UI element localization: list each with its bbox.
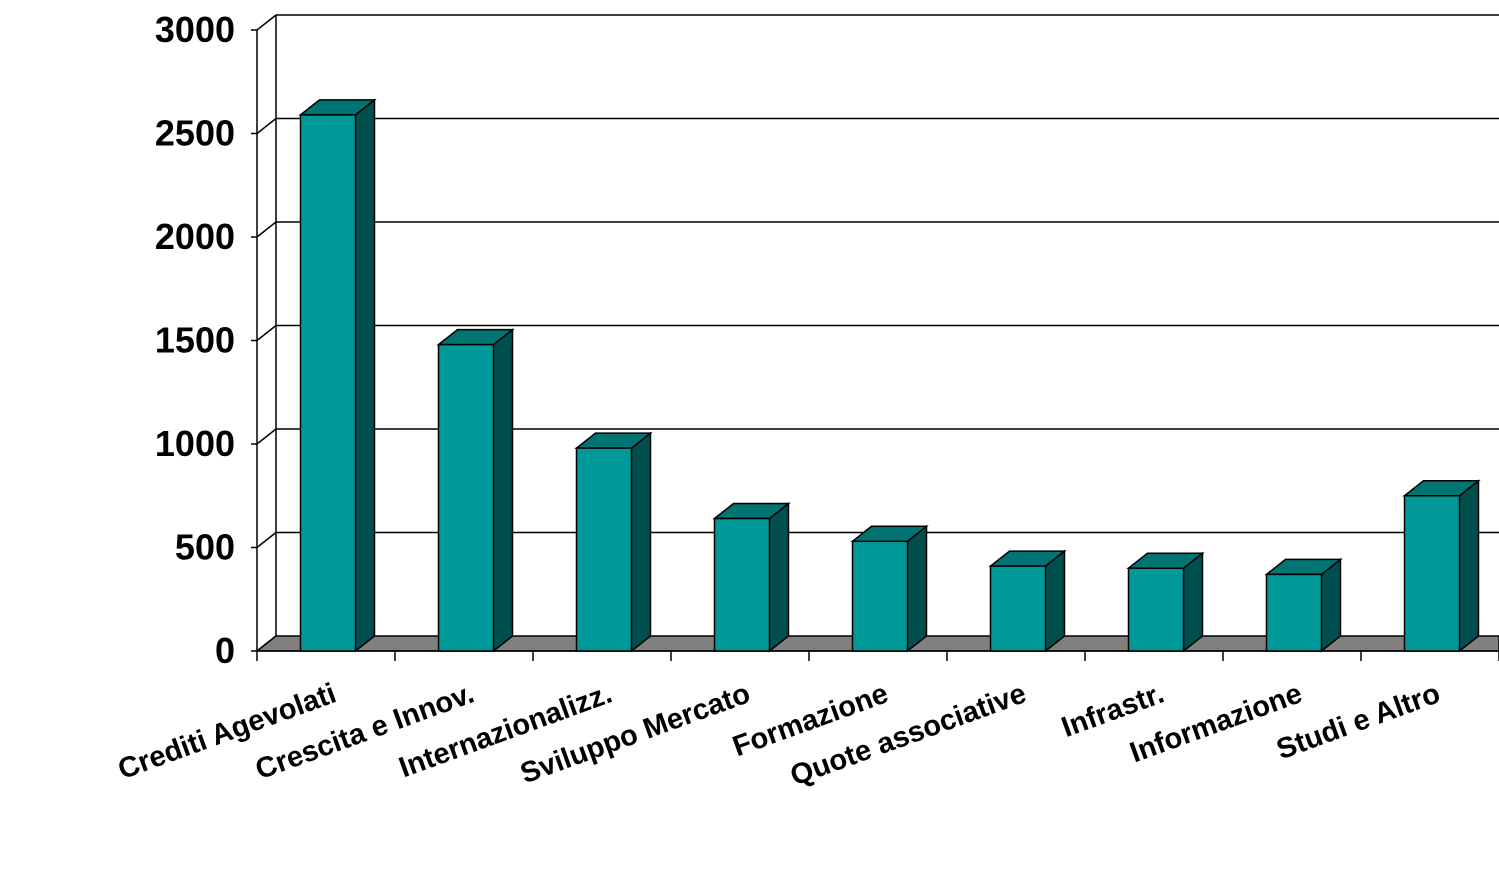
gridline-connector [256, 221, 277, 238]
bar-front [1265, 573, 1323, 652]
bar-side [1320, 557, 1342, 653]
bar-side [1044, 549, 1066, 653]
bar-front [1127, 567, 1185, 652]
bar [574, 431, 653, 653]
gridline-connector [256, 428, 277, 445]
bar-front [437, 343, 495, 652]
bar [1264, 557, 1343, 653]
bar-front [575, 447, 633, 652]
bar-side [768, 501, 790, 653]
y-tick-label: 1500 [155, 320, 235, 361]
bar-side [1458, 479, 1480, 653]
bar [436, 328, 515, 653]
gridline-connector [256, 324, 277, 342]
bar [1126, 551, 1205, 653]
bar-front [989, 565, 1047, 652]
bar-side [906, 524, 928, 653]
gridline-connector [256, 117, 277, 135]
gridline-connector [256, 14, 277, 31]
bar-front [299, 114, 357, 652]
y-tick-labels: 0 500 1000 1500 2000 2500 3000 [155, 9, 235, 671]
bar [712, 501, 791, 653]
y-tick-label: 2000 [155, 216, 235, 257]
x-category-label: Quote associative [786, 678, 1030, 793]
bar [988, 549, 1067, 653]
y-tick-label: 1000 [155, 423, 235, 464]
y-tick-label: 0 [215, 630, 235, 671]
x-category-label: Sviluppo Mercato [516, 678, 754, 791]
y-tick-label: 3000 [155, 9, 235, 50]
bar [850, 524, 929, 653]
bars [298, 98, 1481, 653]
bar-side [492, 328, 514, 653]
bar-side [354, 98, 376, 653]
y-tick-label: 500 [175, 527, 235, 568]
bar [1402, 479, 1481, 653]
bar-front [851, 540, 909, 652]
bar-front [713, 517, 771, 652]
gridline-connector [256, 531, 277, 549]
bar [298, 98, 377, 653]
bar-front [1403, 495, 1461, 652]
bar-side [630, 431, 652, 653]
bar-side [1182, 551, 1204, 653]
y-tick-label: 2500 [155, 113, 235, 154]
